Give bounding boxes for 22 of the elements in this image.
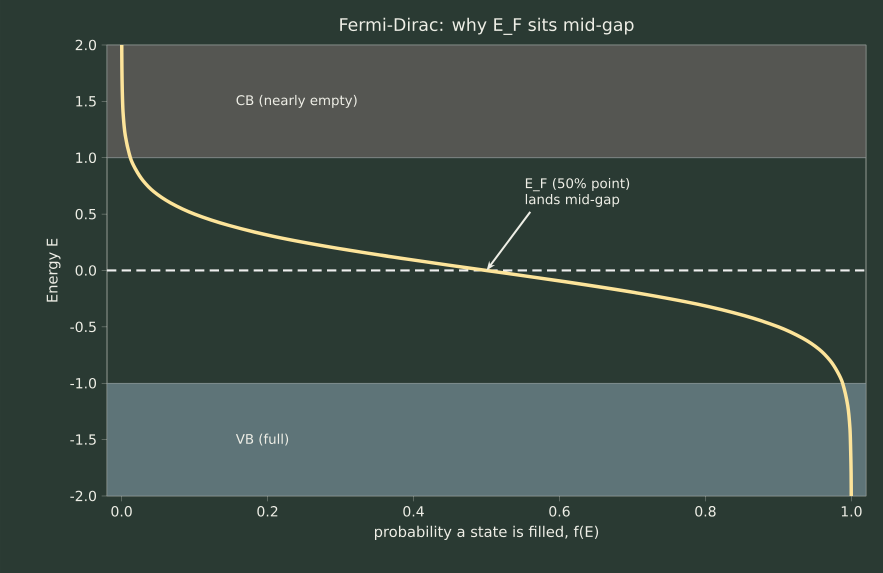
chart-title: Fermi-Dirac: why E_F sits mid-gap [340, 18, 634, 35]
x-tick-label: 0.6 [549, 506, 570, 517]
y-tick-label: -1.5 [70, 434, 96, 445]
y-tick-label: 0.5 [76, 208, 96, 220]
band-label: VB (full) [236, 434, 288, 446]
y-tick-label: 1.0 [76, 152, 96, 164]
x-tick-label: 0.2 [257, 506, 278, 517]
x-axis-title: probability a state is filled, f(E) [375, 526, 598, 540]
y-tick-label: -2.0 [70, 490, 96, 502]
y-tick-label: 2.0 [76, 40, 96, 50]
y-tick-label: -0.5 [70, 322, 96, 332]
y-axis-title: Energy E [46, 238, 60, 302]
x-tick-label: 1.0 [842, 506, 862, 517]
annotation: E_F (50% point) lands mid-gap [526, 178, 630, 207]
y-tick-label: 0.0 [76, 265, 96, 276]
x-tick-label: 0.0 [111, 506, 132, 517]
x-tick-label: 0.4 [403, 506, 424, 517]
x-tick-label: 0.8 [695, 506, 716, 517]
band-label: CB (nearly empty) [236, 94, 357, 108]
y-tick-label: 1.5 [76, 96, 96, 107]
y-tick-label: -1.0 [70, 378, 96, 389]
line-series [120, 44, 853, 496]
